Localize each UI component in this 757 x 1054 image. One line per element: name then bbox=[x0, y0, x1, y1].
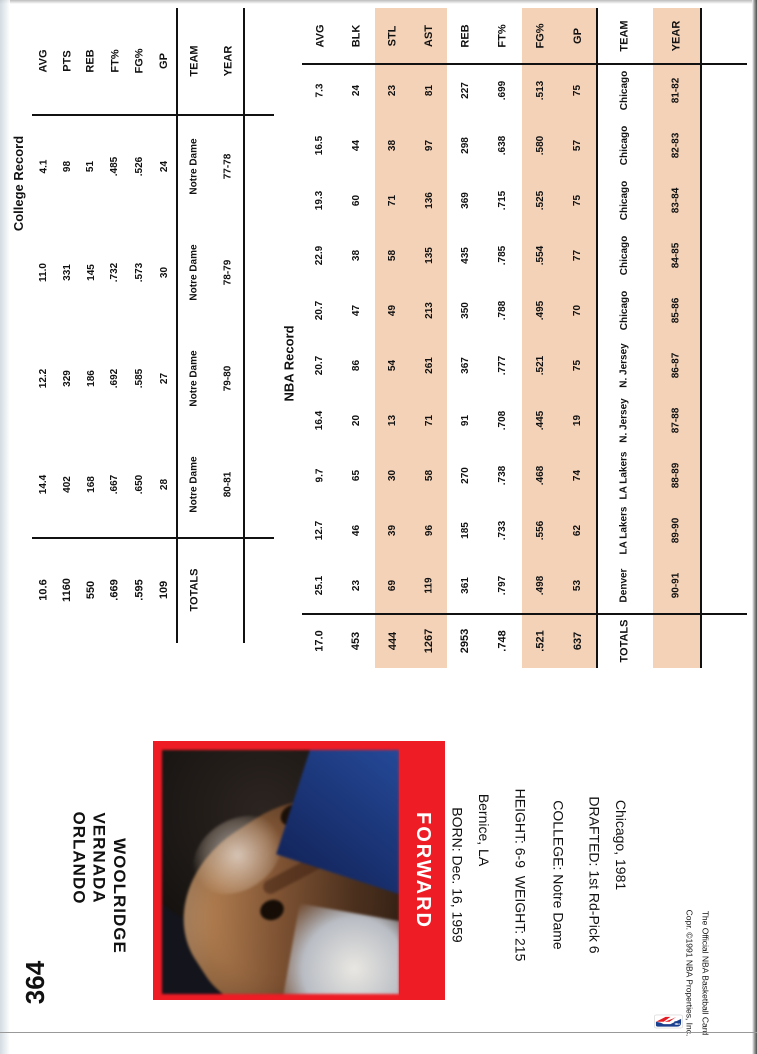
svg-text:NBA: NBA bbox=[675, 1022, 680, 1025]
